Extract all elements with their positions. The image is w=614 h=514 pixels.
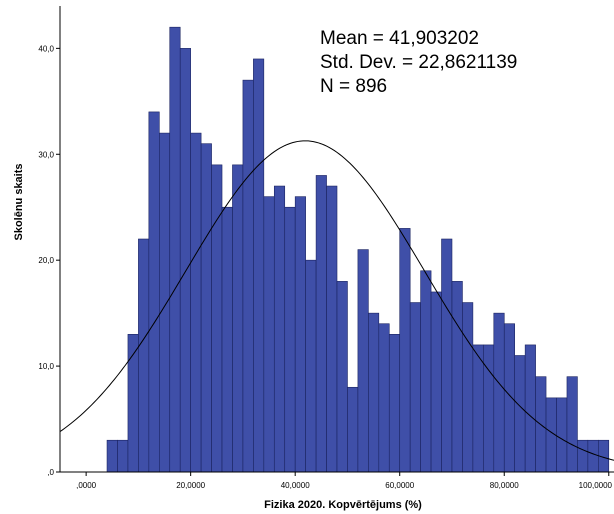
y-tick-label: ,0 — [47, 468, 54, 477]
stat-std-dev: Std. Dev. = 22,8621139 — [320, 52, 517, 73]
histogram-bar — [159, 132, 171, 473]
histogram-bar — [179, 48, 191, 473]
x-axis-ticks: ,0000 20,0000 40,0000 60,0000 80,0000 100,000… — [76, 472, 613, 490]
stat-mean: Mean = 41,903202 — [320, 28, 479, 49]
histogram-bar — [117, 439, 129, 473]
histogram-bar — [294, 196, 306, 473]
histogram-bar — [368, 312, 380, 473]
y-tick-label: 20,0 — [38, 256, 54, 265]
histogram-bar — [221, 206, 233, 473]
histogram-bar — [106, 439, 118, 473]
y-tick-label: 10,0 — [38, 362, 54, 371]
histogram-bar — [451, 281, 463, 473]
histogram-bar — [483, 344, 495, 473]
histogram-bar — [388, 334, 401, 473]
histogram-bar — [556, 397, 568, 473]
normal-curve — [59, 140, 614, 461]
histogram-bar — [315, 175, 327, 473]
histogram-bar — [357, 249, 369, 473]
histogram-bar — [263, 196, 275, 473]
x-tick-label: 80,0000 — [490, 481, 519, 490]
x-tick-label: ,0000 — [76, 481, 97, 490]
histogram-bar — [138, 238, 150, 473]
histogram-bar — [232, 164, 244, 473]
x-tick-label: 40,0000 — [281, 481, 310, 490]
histogram-bar — [326, 185, 338, 473]
histogram-bar — [148, 111, 160, 473]
histogram-bar — [430, 291, 442, 473]
histogram-bar — [420, 270, 432, 473]
histogram-bar — [305, 259, 317, 473]
histogram-bar — [462, 302, 474, 473]
histogram-bar — [200, 143, 212, 473]
histogram-bar — [399, 228, 411, 473]
histogram-bar — [577, 439, 589, 473]
histogram-bar — [514, 355, 526, 473]
stat-n: N = 896 — [320, 76, 387, 97]
histogram-bar — [503, 323, 515, 473]
histogram-bar — [253, 58, 265, 473]
histogram-bar — [347, 386, 359, 473]
histogram-bar — [472, 344, 484, 473]
histogram-bar — [441, 238, 453, 473]
histogram-bar — [273, 185, 286, 473]
y-axis-ticks: ,0 10,0 20,0 30,0 40,0 — [38, 44, 60, 477]
y-tick-label: 40,0 — [38, 44, 54, 53]
histogram-bar — [242, 79, 254, 473]
histogram-bar — [336, 281, 348, 473]
x-tick-label: 20,0000 — [176, 481, 205, 490]
y-tick-label: 30,0 — [38, 150, 54, 159]
histogram-bar — [566, 376, 578, 473]
histogram-bar — [378, 323, 390, 473]
histogram-bar — [587, 439, 599, 473]
histogram-bar — [211, 164, 223, 473]
histogram-bars — [106, 26, 610, 473]
histogram-bar — [284, 206, 296, 473]
x-tick-label: 100,0000 — [579, 481, 613, 490]
histogram-bar — [524, 344, 536, 473]
x-tick-label: 60,0000 — [385, 481, 414, 490]
x-axis-label: Fizika 2020. Kopvērtējums (%) — [264, 499, 422, 511]
y-axis-label: Skolēnu skaits — [13, 163, 25, 240]
histogram-bar — [493, 312, 505, 473]
histogram-bar — [409, 302, 421, 473]
histogram-bar — [190, 132, 202, 473]
histogram-bar — [169, 26, 181, 473]
